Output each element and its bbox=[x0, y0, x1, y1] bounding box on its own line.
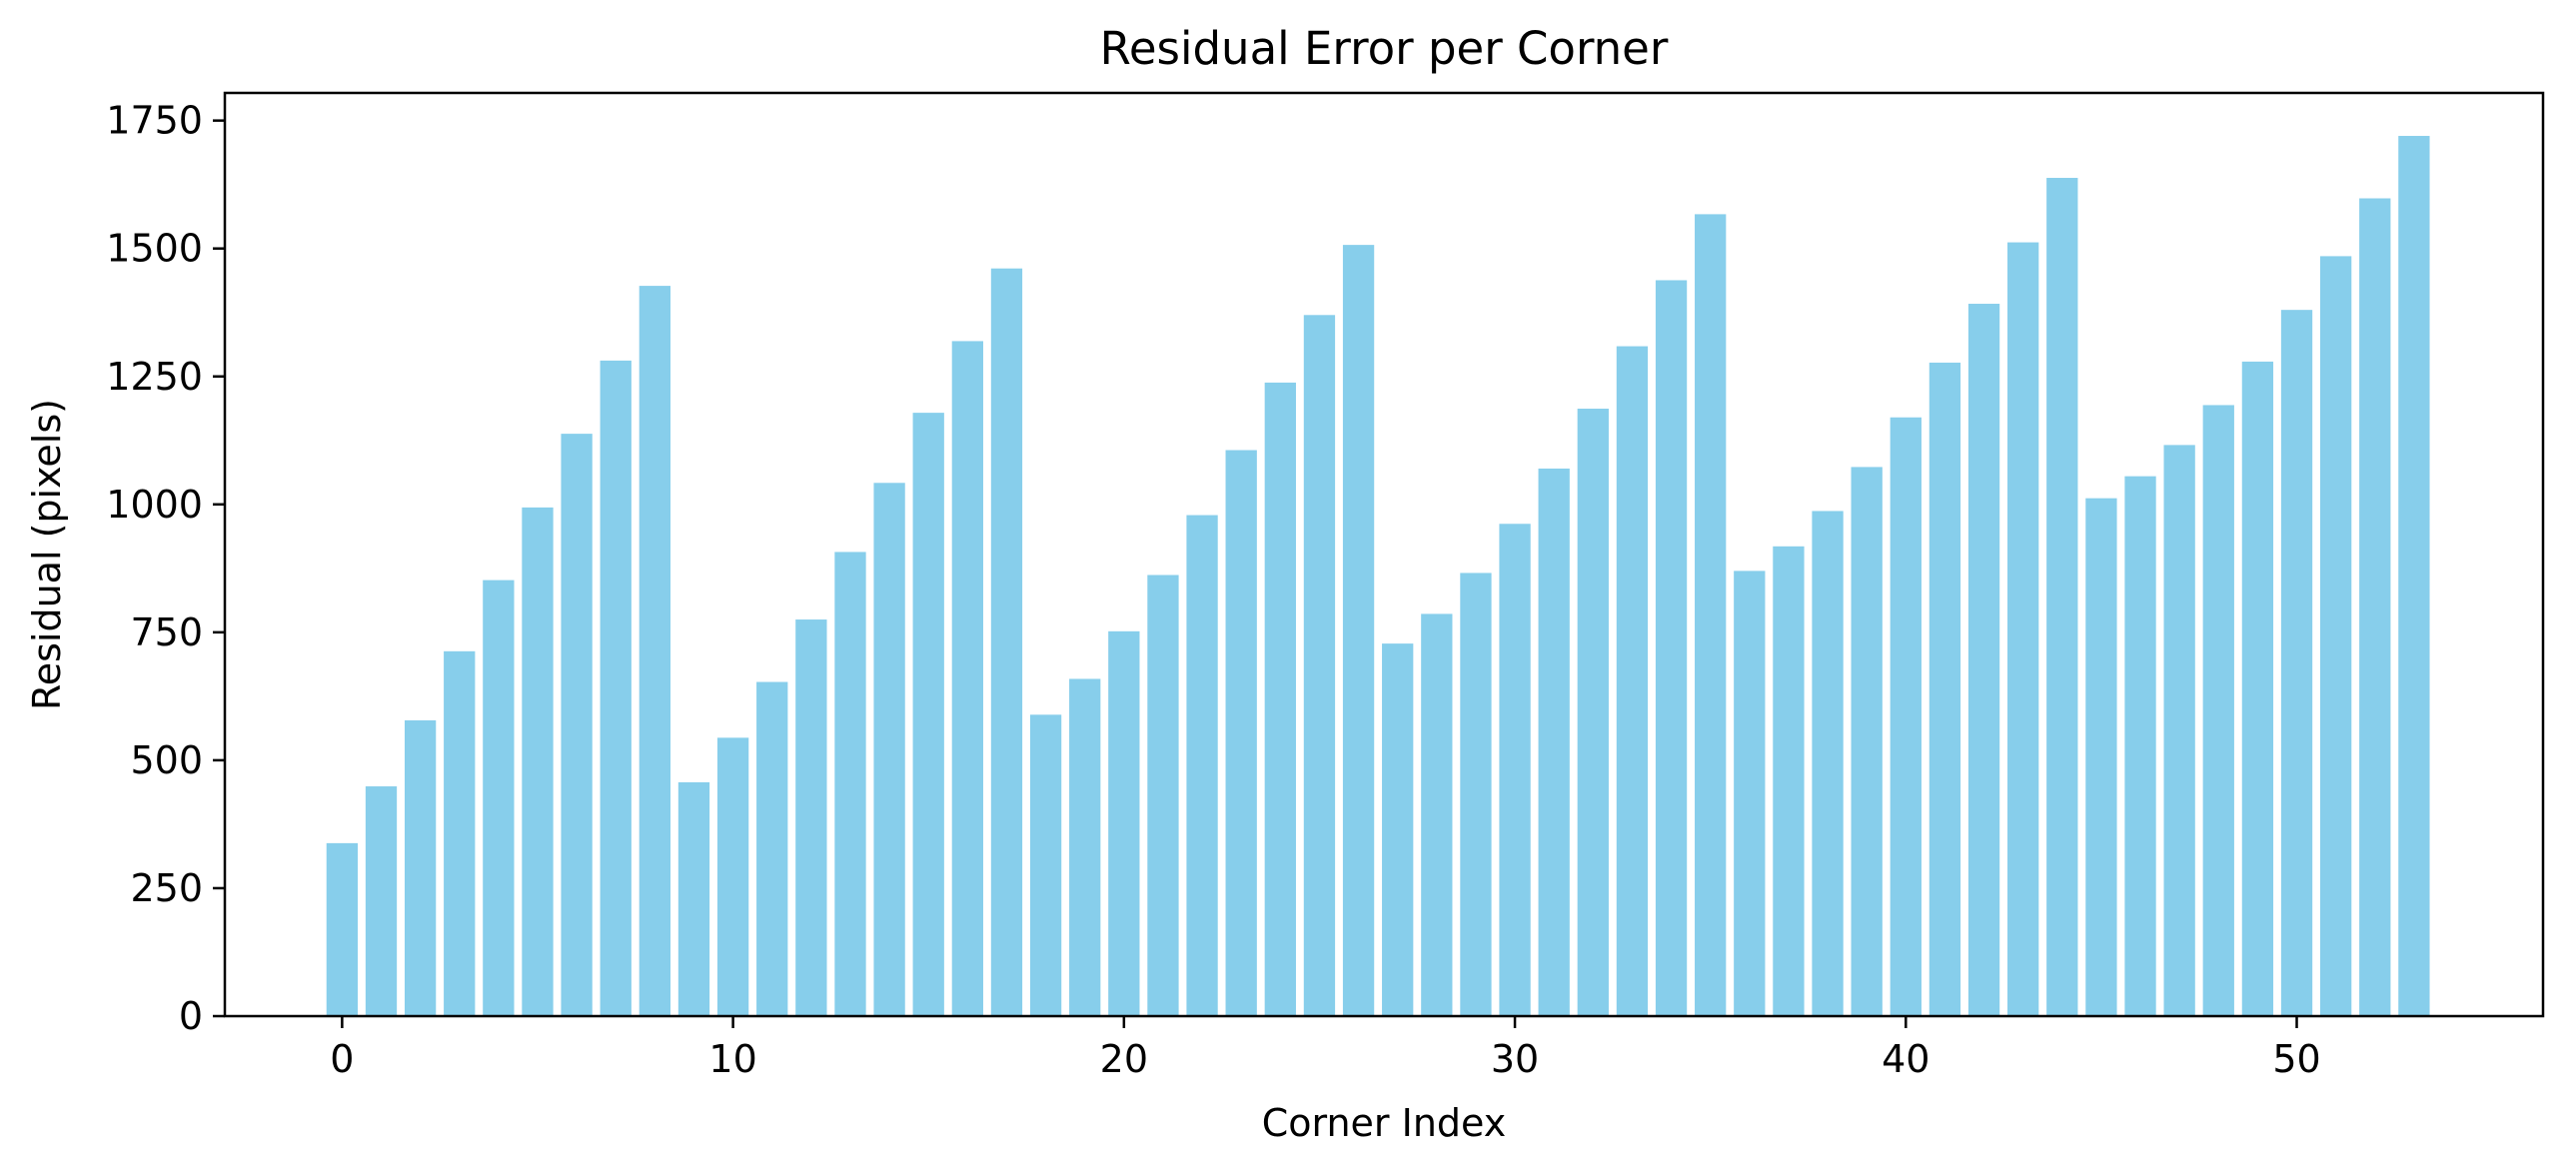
bar-corner-3 bbox=[444, 650, 476, 1016]
bar-corner-29 bbox=[1460, 573, 1492, 1016]
y-tick-label: 0 bbox=[179, 994, 203, 1038]
y-tick-label: 500 bbox=[130, 738, 203, 782]
bar-corner-44 bbox=[2046, 178, 2078, 1016]
bar-corner-49 bbox=[2241, 361, 2274, 1016]
bar-corner-10 bbox=[716, 737, 749, 1016]
bar-corner-18 bbox=[1029, 714, 1062, 1016]
bar-corner-38 bbox=[1812, 511, 1844, 1016]
bar-corner-21 bbox=[1147, 575, 1179, 1016]
x-tick-label: 10 bbox=[708, 1037, 756, 1081]
bar-corner-48 bbox=[2202, 405, 2234, 1016]
bar-corner-20 bbox=[1108, 630, 1140, 1016]
bar-corner-12 bbox=[795, 619, 827, 1016]
bar-corner-17 bbox=[990, 268, 1023, 1016]
x-axis-ticks: 0 10 20 30 40 50 bbox=[330, 1016, 2321, 1081]
y-axis-label: Residual (pixels) bbox=[25, 399, 69, 710]
bar-corner-5 bbox=[522, 507, 554, 1016]
y-axis-ticks: 0 250 500 750 1000 1250 1500 1750 bbox=[106, 99, 225, 1038]
bar-corner-30 bbox=[1499, 524, 1531, 1016]
bar-corner-33 bbox=[1616, 346, 1649, 1016]
bar-corner-22 bbox=[1186, 515, 1218, 1016]
bar-corner-9 bbox=[677, 781, 710, 1016]
x-tick-label: 40 bbox=[1882, 1037, 1930, 1081]
bars-group bbox=[326, 136, 2430, 1017]
bar-corner-2 bbox=[404, 719, 437, 1016]
x-tick-label: 30 bbox=[1491, 1037, 1539, 1081]
bar-corner-40 bbox=[1890, 417, 1922, 1017]
bar-corner-14 bbox=[873, 483, 905, 1016]
bar-corner-25 bbox=[1303, 315, 1336, 1016]
plot-area-frame bbox=[223, 91, 2545, 1018]
x-tick-label: 0 bbox=[330, 1037, 354, 1081]
bar-corner-47 bbox=[2163, 445, 2195, 1016]
x-axis-label: Corner Index bbox=[1262, 1101, 1507, 1145]
y-tick-label: 1000 bbox=[106, 483, 203, 527]
bar-corner-7 bbox=[600, 360, 632, 1016]
x-tick-label: 20 bbox=[1100, 1037, 1148, 1081]
bar-corner-24 bbox=[1264, 382, 1296, 1016]
bar-corner-53 bbox=[2398, 136, 2430, 1016]
bar-corner-26 bbox=[1342, 245, 1375, 1016]
y-tick-label: 1750 bbox=[106, 99, 203, 143]
bar-corner-34 bbox=[1655, 280, 1688, 1017]
bar-corner-1 bbox=[365, 786, 398, 1016]
bar-corner-23 bbox=[1225, 450, 1257, 1016]
bar-corner-45 bbox=[2085, 498, 2117, 1016]
bar-corner-28 bbox=[1421, 613, 1453, 1016]
bar-corner-35 bbox=[1695, 214, 1727, 1016]
bar-corner-50 bbox=[2280, 310, 2313, 1016]
bar-corner-27 bbox=[1382, 643, 1414, 1016]
bar-corner-11 bbox=[756, 681, 788, 1016]
bar-corner-8 bbox=[639, 286, 671, 1017]
bar-corner-41 bbox=[1929, 362, 1961, 1016]
bar-corner-51 bbox=[2319, 256, 2352, 1016]
y-tick-label: 750 bbox=[130, 610, 203, 654]
x-tick-label: 50 bbox=[2272, 1037, 2320, 1081]
bar-corner-13 bbox=[834, 552, 866, 1016]
bar-corner-37 bbox=[1773, 546, 1805, 1016]
y-tick-label: 250 bbox=[130, 866, 203, 910]
bar-corner-52 bbox=[2359, 198, 2391, 1016]
bar-corner-46 bbox=[2124, 476, 2156, 1016]
bar-corner-43 bbox=[2007, 242, 2039, 1016]
bar-corner-19 bbox=[1069, 678, 1101, 1016]
y-tick-label: 1500 bbox=[106, 227, 203, 271]
bar-corner-6 bbox=[561, 434, 593, 1016]
bar-corner-16 bbox=[951, 341, 983, 1016]
chart-title: Residual Error per Corner bbox=[1100, 22, 1669, 75]
bar-corner-32 bbox=[1577, 409, 1609, 1016]
bar-corner-31 bbox=[1538, 468, 1570, 1016]
bar-corner-36 bbox=[1734, 571, 1766, 1016]
bar-corner-4 bbox=[483, 580, 515, 1016]
y-tick-label: 1250 bbox=[106, 355, 203, 399]
bar-corner-42 bbox=[1967, 304, 2000, 1016]
bar-corner-39 bbox=[1851, 467, 1883, 1016]
bar-corner-15 bbox=[912, 413, 944, 1016]
bar-corner-0 bbox=[326, 842, 359, 1016]
